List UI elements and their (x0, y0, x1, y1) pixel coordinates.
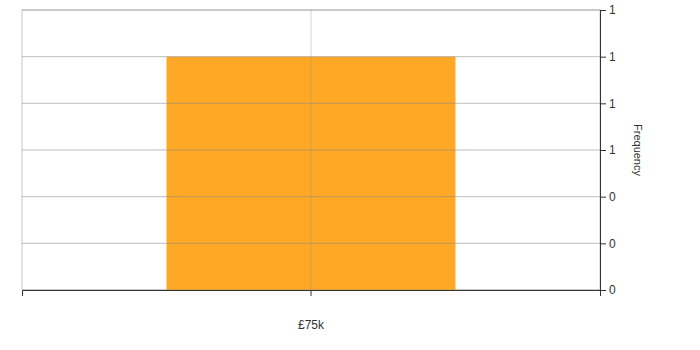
y-tick-label: 1 (609, 3, 616, 17)
y-tick-label: 1 (609, 143, 616, 157)
y-tick-mark (600, 197, 606, 198)
plot-frame (22, 10, 600, 290)
x-tick: £75k (298, 290, 325, 332)
x-tick-label: £75k (298, 318, 325, 332)
y-tick: 1 (600, 3, 616, 17)
y-tick-label: 1 (609, 50, 616, 64)
y-tick-mark (600, 150, 606, 151)
x-axis: £75k (23, 290, 601, 332)
y-tick: 1 (600, 97, 616, 111)
y-axis: 0 0 0 1 1 1 1 (600, 3, 616, 297)
y-tick: 1 (600, 143, 616, 157)
chart: 0 0 0 1 1 1 1 £75k Frequency (0, 0, 700, 350)
y-tick-mark (600, 243, 606, 244)
y-axis-title: Frequency (632, 124, 644, 176)
x-axis-line (23, 291, 601, 297)
y-tick: 0 (600, 237, 616, 251)
y-tick-mark (600, 10, 606, 11)
y-tick-mark (600, 57, 606, 58)
y-tick-label: 0 (609, 283, 616, 297)
y-tick-mark (600, 103, 606, 104)
grid-line (311, 10, 312, 290)
x-tick-mark (311, 290, 312, 296)
grid (22, 10, 600, 290)
y-tick-label: 0 (609, 237, 616, 251)
y-tick-label: 0 (609, 190, 616, 204)
y-tick: 1 (600, 50, 616, 64)
y-tick: 0 (600, 190, 616, 204)
y-tick: 0 (600, 283, 616, 297)
y-tick-label: 1 (609, 97, 616, 111)
